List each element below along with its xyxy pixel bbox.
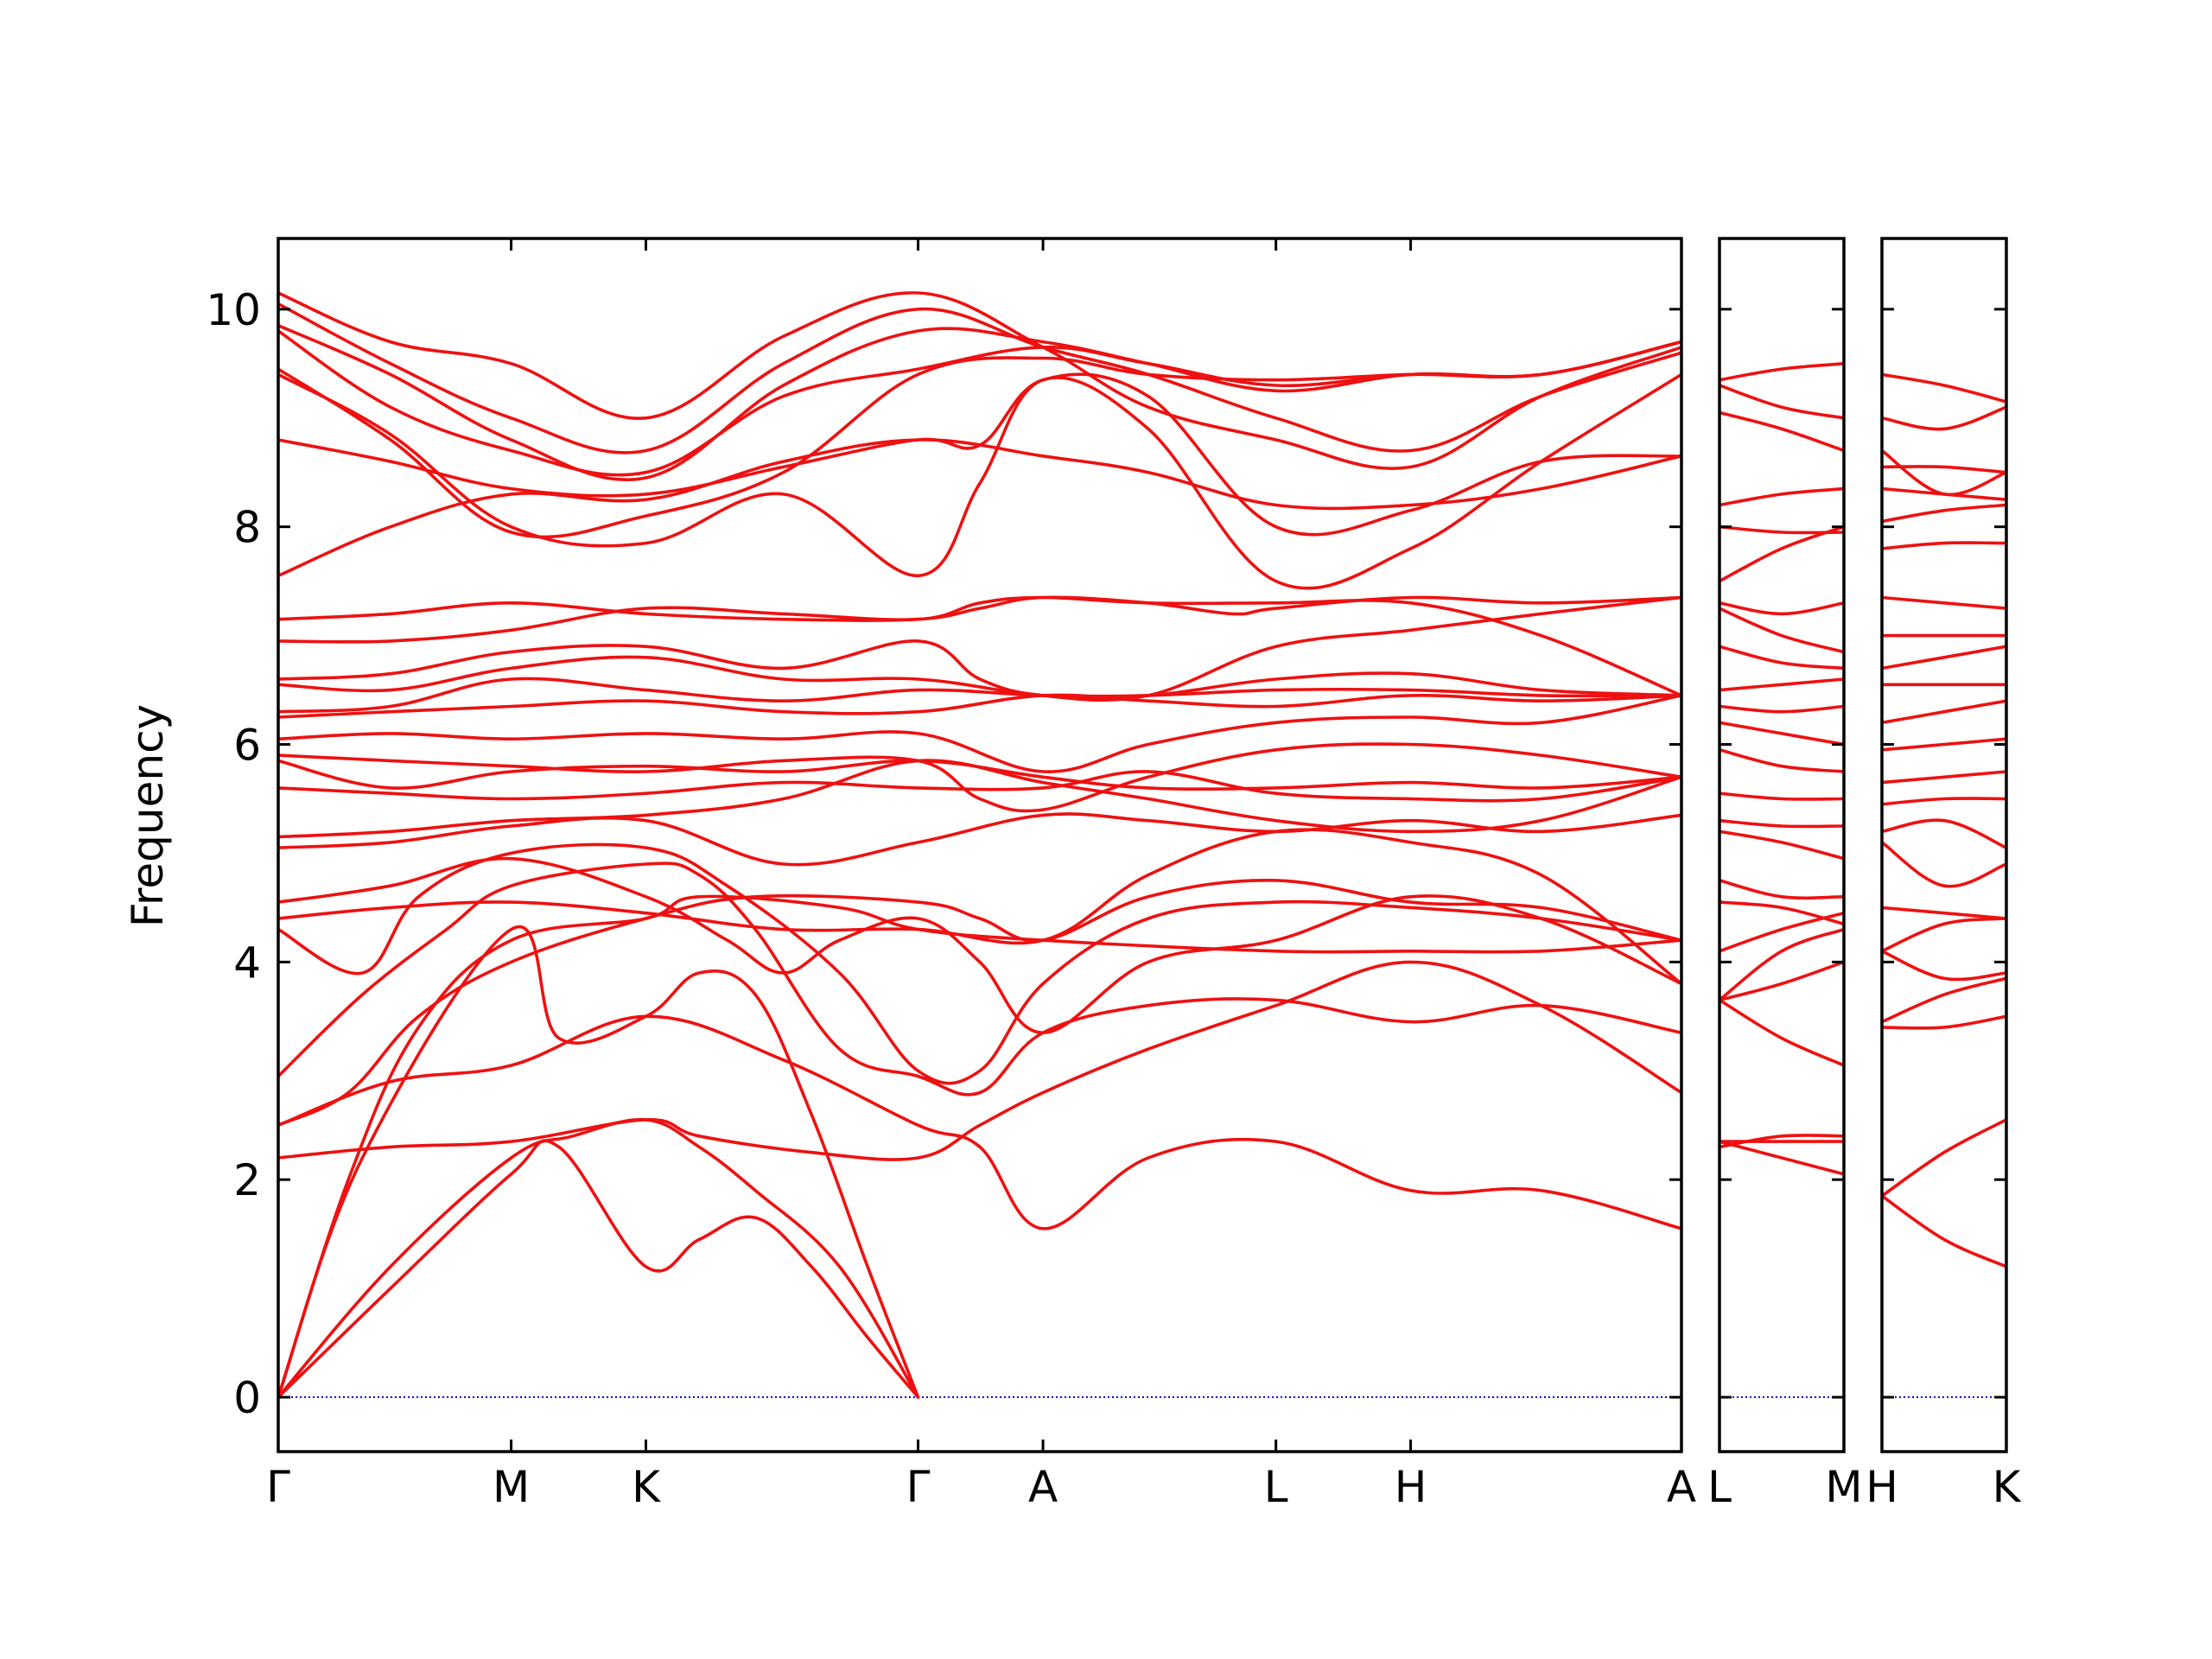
x-tick-label: H <box>1866 1462 1898 1512</box>
panel-frame <box>1880 237 2008 1453</box>
band-line <box>278 677 1681 714</box>
band-line <box>1882 503 2006 524</box>
band-line <box>1882 699 2006 725</box>
band-line <box>1719 1134 1844 1149</box>
band-line <box>278 372 1681 590</box>
band-line <box>278 302 1681 454</box>
band-line <box>1882 405 2006 431</box>
y-tick-label: 4 <box>233 938 261 988</box>
x-tick-label: Γ <box>266 1462 290 1512</box>
band-line <box>278 372 1681 537</box>
x-tick-label: A <box>1667 1462 1696 1512</box>
band-line <box>278 759 1681 791</box>
x-tick-label: M <box>1825 1462 1862 1512</box>
band-line <box>1719 818 1844 829</box>
panel-frame <box>276 237 1683 1453</box>
band-line <box>1719 486 1844 507</box>
band-line <box>278 1014 1681 1230</box>
band-line <box>1882 841 2006 888</box>
band-line <box>1882 1118 2006 1198</box>
band-line <box>1882 950 2006 982</box>
band-line <box>1719 384 1844 420</box>
band-line <box>1882 595 2006 610</box>
x-tick-label: L <box>1264 1462 1288 1512</box>
x-tick-label: L <box>1707 1462 1732 1512</box>
y-tick-labels: 0 2 4 6 8 10 <box>206 285 261 1423</box>
band-line <box>1882 797 2006 806</box>
band-series-group <box>1719 362 1844 1176</box>
band-line <box>1719 362 1844 382</box>
band-line <box>278 742 1681 813</box>
band-line <box>1719 748 1844 773</box>
x-tick-label: K <box>632 1462 661 1512</box>
band-line <box>278 812 1681 867</box>
band-line <box>1719 879 1844 900</box>
y-axis-label: Frequency <box>123 704 173 927</box>
band-line <box>1719 524 1844 535</box>
band-line <box>1719 704 1844 714</box>
band-line <box>1882 372 2006 404</box>
band-line <box>1719 721 1844 747</box>
band-line <box>278 693 1681 719</box>
y-tick-label: 0 <box>233 1373 261 1423</box>
x-tick-label: A <box>1028 1462 1058 1512</box>
band-line <box>278 595 1681 702</box>
x-tick-label: K <box>1993 1462 2022 1512</box>
band-line <box>278 655 1681 700</box>
band-line <box>1719 601 1844 616</box>
band-series-group <box>1882 372 2006 1268</box>
band-line <box>278 1139 920 1399</box>
band-line <box>1719 410 1844 453</box>
band-line <box>1719 900 1844 926</box>
x-tick-label: Γ <box>906 1462 931 1512</box>
band-line <box>1719 830 1844 861</box>
band-line <box>1882 770 2006 785</box>
band-line <box>278 595 1681 697</box>
band-line <box>1882 541 2006 550</box>
band-line <box>278 856 1681 1034</box>
y-tick-label: 8 <box>233 503 261 553</box>
band-line <box>1719 677 1844 692</box>
band-line <box>1719 607 1844 654</box>
band-line <box>1719 791 1844 801</box>
band-line <box>278 878 1681 1127</box>
band-line <box>1882 818 2006 849</box>
band-line <box>1882 1194 2006 1268</box>
band-line <box>1882 917 2006 953</box>
band-line <box>1719 998 1844 1067</box>
band-line <box>278 694 1681 773</box>
y-tick-label: 6 <box>233 721 261 771</box>
band-line <box>1719 927 1844 1002</box>
y-tick-label: 10 <box>206 285 261 335</box>
band-line <box>1719 645 1844 671</box>
band-line <box>1719 960 1844 1002</box>
band-line <box>1882 645 2006 671</box>
band-line <box>278 894 1681 1399</box>
band-line <box>1882 906 2006 920</box>
band-line <box>1882 465 2006 474</box>
band-line <box>278 595 1681 622</box>
x-tick-label: H <box>1395 1462 1427 1512</box>
band-line <box>278 291 1681 470</box>
band-line <box>278 842 1681 1085</box>
y-tick-label: 2 <box>233 1155 261 1205</box>
x-tick-label: M <box>493 1462 530 1512</box>
band-line <box>278 323 1681 482</box>
band-series-group <box>278 291 1681 1399</box>
band-line <box>278 770 1681 803</box>
band-line <box>1882 448 2006 497</box>
band-line <box>1882 737 2006 752</box>
band-line <box>278 828 1681 986</box>
panel-frame <box>1718 237 1846 1453</box>
band-line <box>1882 976 2006 1024</box>
band-line <box>1719 911 1844 953</box>
band-line <box>1882 1014 2006 1030</box>
